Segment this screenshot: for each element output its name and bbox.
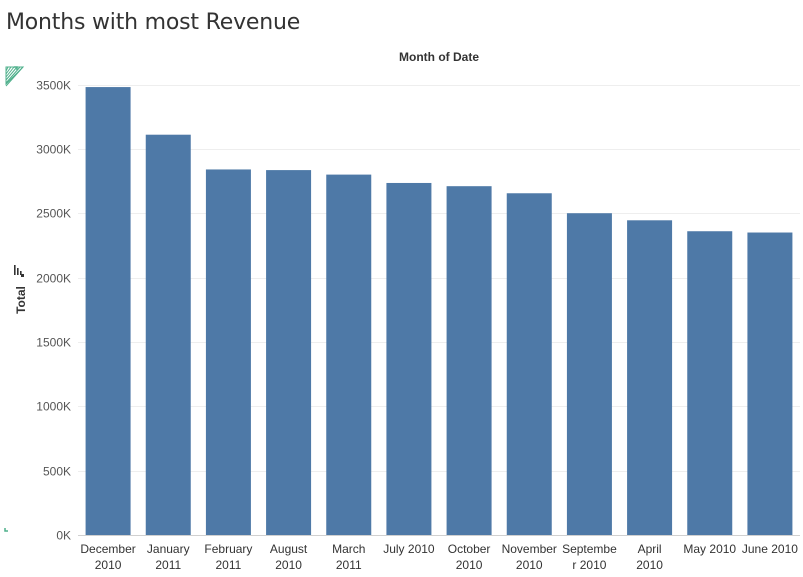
corner-bracket	[4, 528, 8, 532]
corner-bracket	[14, 66, 18, 70]
bar[interactable]	[386, 182, 432, 535]
corner-hatch-line	[5, 66, 12, 75]
bar[interactable]	[627, 220, 673, 535]
x-tick-label: 2010	[516, 558, 543, 572]
bar[interactable]	[205, 169, 251, 536]
x-tick-label: April	[638, 542, 662, 556]
y-tick-label: 1500K	[36, 336, 71, 350]
bar[interactable]	[326, 174, 372, 535]
x-tick-label: 2010	[275, 558, 302, 572]
bar[interactable]	[85, 87, 131, 536]
x-tick-label: June 2010	[742, 542, 798, 556]
x-tick-label: 2011	[216, 558, 242, 572]
x-tick-label: May 2010	[683, 542, 736, 556]
y-tick-label: 2500K	[36, 207, 71, 221]
y-tick-label: 3000K	[36, 143, 71, 157]
x-axis-header: Month of Date	[399, 50, 479, 64]
x-tick-label: 2011	[155, 558, 181, 572]
x-tick-label: March	[332, 542, 365, 556]
bars	[85, 87, 793, 536]
x-tick-label: 2011	[336, 558, 362, 572]
x-tick-label: October	[448, 542, 491, 556]
x-tick-label: August	[270, 542, 308, 556]
x-tick-label: February	[204, 542, 252, 556]
x-tick-label: July 2010	[383, 542, 435, 556]
bar[interactable]	[145, 134, 191, 535]
bar[interactable]	[266, 170, 312, 535]
bar[interactable]	[687, 231, 733, 535]
y-tick-label: 2000K	[36, 272, 71, 286]
y-gridlines	[78, 85, 800, 536]
sort-descending-icon[interactable]	[14, 265, 24, 277]
corner-hatch-line	[5, 66, 24, 87]
y-tick-label: 1000K	[36, 400, 71, 414]
y-tick-label: 3500K	[36, 79, 71, 93]
x-tick-label: November	[502, 542, 557, 556]
corner-hatch-line	[5, 66, 15, 78]
x-tick-label: 2010	[95, 558, 122, 572]
y-tick-label: 0K	[56, 529, 71, 543]
y-tick-label: 500K	[43, 465, 71, 479]
bar[interactable]	[446, 186, 492, 536]
x-tick-label: r 2010	[572, 558, 606, 572]
x-tick-label: Septembe	[562, 542, 617, 556]
x-tick-label: December	[80, 542, 135, 556]
x-tick-label: 2010	[456, 558, 483, 572]
page-title: Months with most Revenue	[6, 10, 301, 35]
corner-hatch-line	[5, 66, 9, 72]
x-tick-label: 2010	[636, 558, 663, 572]
y-axis-label: Total	[14, 286, 28, 314]
bar[interactable]	[747, 232, 793, 535]
corner-marks	[4, 66, 18, 532]
y-axis-title: Total	[14, 265, 28, 314]
bar[interactable]	[506, 193, 552, 536]
x-tick-label: January	[147, 542, 190, 556]
bar[interactable]	[566, 213, 612, 535]
corner-hatch-icon	[5, 66, 25, 87]
x-tick-labels: December 2010 January 2011 February 2011 Augus…	[80, 542, 798, 572]
y-tick-labels: 0K 500K 1000K 1500K 2000K 2500K 3000K 3500K	[36, 79, 71, 543]
corner-hatch-line	[5, 66, 18, 81]
